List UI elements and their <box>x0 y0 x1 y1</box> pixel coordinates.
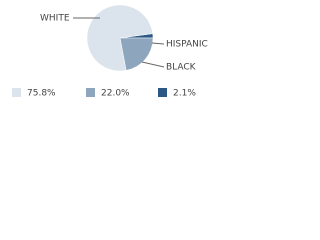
chart: WHITE HISPANIC BLACK 75.8% 22.0% 2.1% <box>12 4 208 99</box>
legend-swatch <box>158 88 167 97</box>
slice-label: WHITE <box>40 14 70 24</box>
leader-line <box>141 61 165 68</box>
pie-slice <box>119 37 154 71</box>
legend-swatch <box>12 88 21 97</box>
slice-label: HISPANIC <box>166 40 208 50</box>
legend-label: 2.1% <box>173 89 196 99</box>
legend-swatch <box>86 88 95 97</box>
legend-label: 75.8% <box>27 89 56 99</box>
leader-line <box>151 42 165 45</box>
legend-label: 22.0% <box>101 89 130 99</box>
pie-slice <box>86 4 153 72</box>
slice-label: BLACK <box>166 63 197 73</box>
